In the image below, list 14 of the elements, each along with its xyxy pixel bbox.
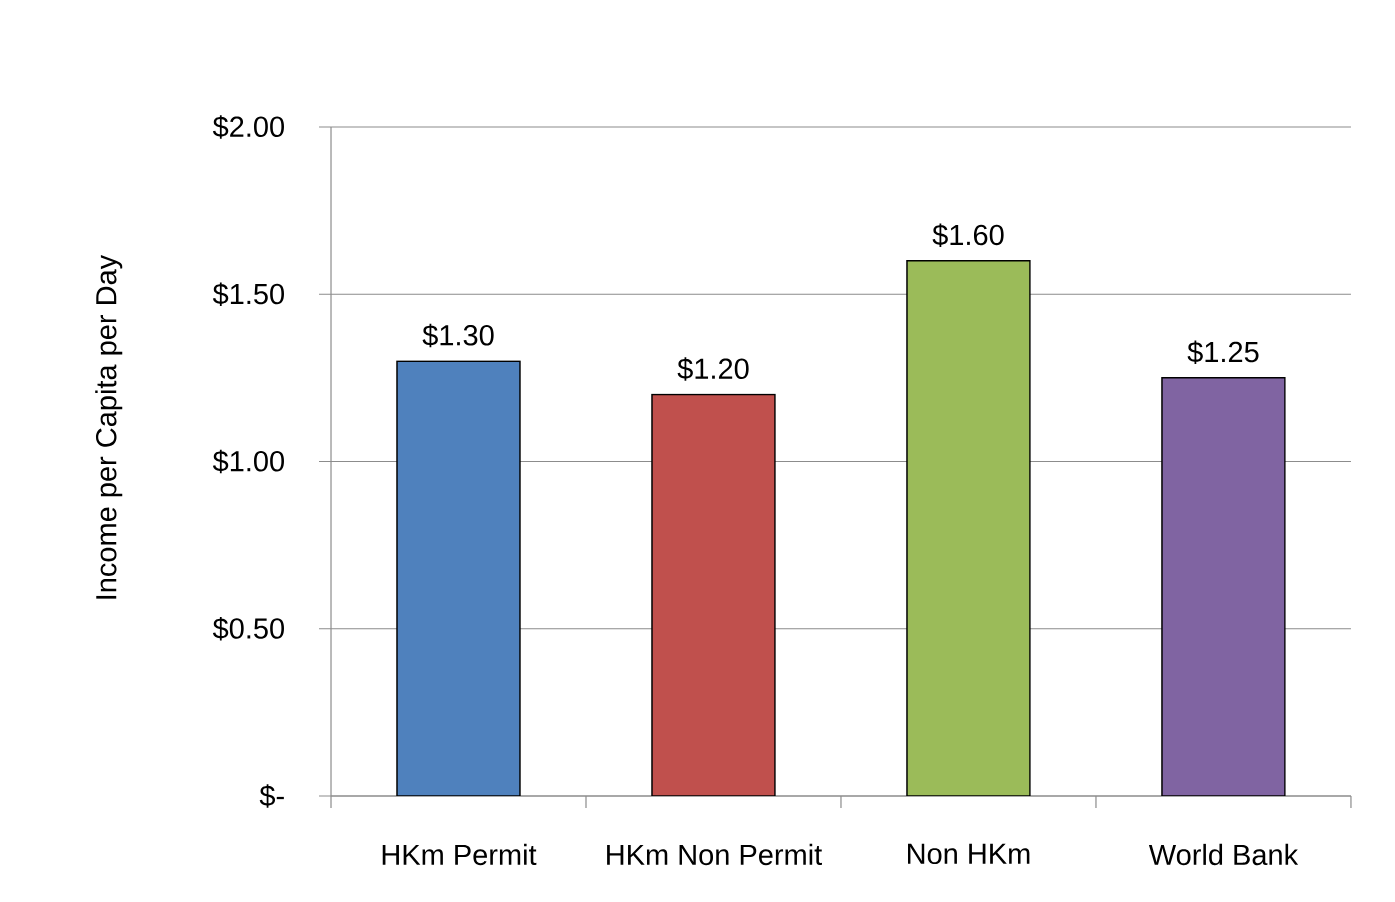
- x-tick-label: HKm Permit: [382, 843, 537, 866]
- x-tick-label: World Bank: [1148, 843, 1299, 866]
- y-tick-label: $-: [259, 784, 284, 808]
- y-tick-label: $1.50: [212, 282, 284, 306]
- y-axis-title: Income per Capita per Day: [95, 254, 123, 599]
- data-label: $1.20: [677, 357, 749, 381]
- data-label: $1.30: [422, 323, 494, 348]
- y-tick-label: $2.00: [212, 115, 284, 139]
- y-tick-label: $1.00: [212, 449, 284, 474]
- x-tick-label: Non HKm: [908, 843, 1030, 865]
- y-tick-label: $0.50: [212, 616, 284, 641]
- data-label: $1.25: [1187, 340, 1259, 364]
- data-label: $1.60: [932, 223, 1004, 247]
- x-tick-label: HKm Non Permit: [607, 843, 822, 866]
